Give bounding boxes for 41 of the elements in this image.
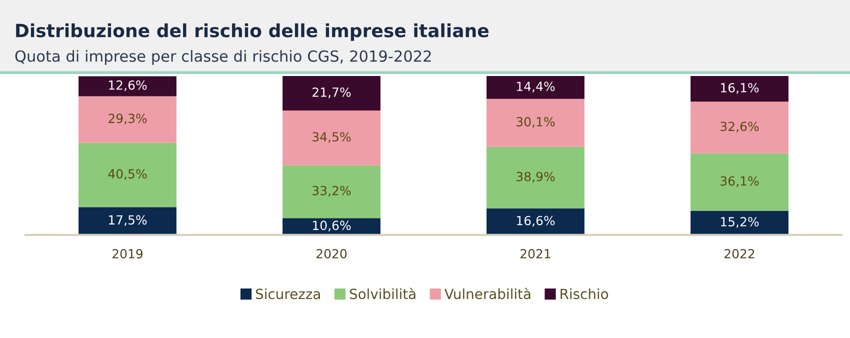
legend-label: Sicurezza bbox=[256, 288, 320, 300]
data-label: 17,5% bbox=[109, 215, 147, 226]
data-label: 12,6% bbox=[109, 80, 147, 92]
x-tick-label: 2022 bbox=[724, 249, 754, 258]
bar bbox=[78, 76, 176, 96]
chart-title: Distribuzione del rischio delle imprese italiane bbox=[16, 23, 489, 41]
data-label: 38,9% bbox=[516, 172, 555, 183]
bar bbox=[282, 110, 380, 166]
data-label: 34,5% bbox=[312, 132, 351, 143]
data-label: 40,5% bbox=[108, 169, 147, 180]
x-tick-label: 2019 bbox=[112, 249, 143, 258]
x-tick-label: 2020 bbox=[316, 249, 347, 258]
bar bbox=[690, 210, 788, 235]
chart-subtitle: Quota di imprese per classe di rischio CGS, 2019-2022 bbox=[15, 50, 431, 65]
bar bbox=[486, 98, 584, 147]
bar bbox=[78, 142, 176, 208]
bar bbox=[690, 76, 788, 102]
bar bbox=[78, 207, 176, 235]
x-tick-label: 2021 bbox=[520, 249, 550, 258]
legend-label: Solvibilità bbox=[350, 288, 416, 300]
bar bbox=[282, 76, 380, 111]
data-label: 29,3% bbox=[108, 114, 147, 124]
legend-label: Vulnerabilità bbox=[444, 288, 530, 300]
data-label: 36,1% bbox=[720, 176, 759, 187]
data-label: 16,1% bbox=[721, 83, 759, 94]
data-label: 32,6% bbox=[720, 122, 759, 132]
bar bbox=[486, 146, 584, 209]
data-label: 15,2% bbox=[721, 217, 759, 228]
legend-label: Rischio bbox=[560, 288, 608, 300]
data-label: 33,2% bbox=[312, 186, 351, 197]
data-label: 16,6% bbox=[517, 216, 555, 227]
bar bbox=[282, 165, 380, 218]
bar bbox=[690, 153, 788, 211]
bar bbox=[690, 102, 788, 154]
data-label: 30,1% bbox=[516, 117, 555, 128]
bar bbox=[486, 208, 584, 235]
bar bbox=[78, 96, 176, 143]
bar bbox=[486, 76, 584, 99]
data-label: 14,4% bbox=[517, 82, 555, 92]
data-label: 21,7% bbox=[312, 87, 351, 98]
data-label: 10,6% bbox=[313, 220, 351, 232]
